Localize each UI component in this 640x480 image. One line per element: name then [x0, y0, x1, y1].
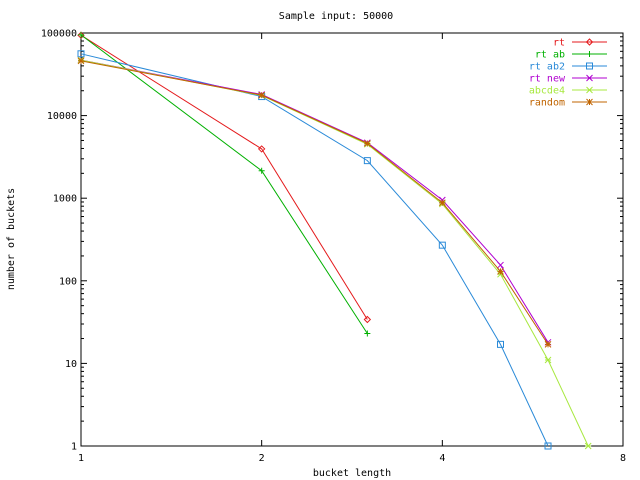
series-line — [80, 34, 368, 334]
legend-marker — [586, 98, 593, 106]
data-point — [77, 50, 85, 58]
data-point — [257, 145, 266, 153]
data-point — [77, 57, 85, 65]
x-tick-label: 2 — [259, 453, 265, 464]
data-point — [544, 341, 552, 348]
series-line — [80, 59, 589, 447]
series-line — [80, 34, 368, 320]
legend-marker — [585, 38, 594, 46]
legend-label: rt ab2 — [529, 62, 565, 73]
legend-marker — [586, 62, 593, 70]
y-tick-label: 1 — [71, 442, 77, 453]
data-point — [78, 31, 84, 38]
data-point — [584, 442, 592, 450]
data-point — [497, 268, 504, 275]
series-2 — [78, 31, 371, 337]
data-point — [496, 340, 504, 348]
y-axis-ticks: 1 10 100 1000 10000 100000 — [41, 29, 623, 453]
chart-title: Sample input: 50000 — [279, 11, 393, 22]
data-point — [77, 31, 85, 39]
data-point — [363, 315, 372, 324]
x-axis-label: bucket length — [313, 468, 391, 479]
series-line — [80, 60, 549, 345]
y-tick-label: 1000 — [53, 194, 77, 205]
data-point — [544, 442, 552, 450]
series-4 — [77, 56, 552, 346]
data-point — [438, 241, 446, 249]
series-5 — [77, 56, 592, 450]
y-tick-label: 100 — [59, 276, 77, 287]
data-point — [363, 157, 371, 165]
plot-frame — [80, 32, 624, 447]
series-layer — [77, 31, 592, 450]
y-tick-label: 100000 — [41, 29, 77, 40]
legend-label: rt ab — [535, 50, 565, 61]
data-point — [258, 167, 265, 174]
legend-marker — [586, 74, 593, 82]
series-line — [80, 53, 549, 447]
data-point — [258, 91, 266, 99]
data-point — [363, 140, 371, 147]
legend-marker — [586, 51, 593, 57]
series-line — [80, 59, 549, 343]
y-tick-label: 10 — [65, 359, 77, 370]
series-1 — [77, 31, 372, 324]
x-tick-label: 4 — [439, 453, 445, 464]
x-tick-label: 1 — [78, 453, 84, 464]
data-point — [438, 199, 446, 207]
data-point — [544, 356, 552, 364]
legend-marker — [586, 86, 593, 94]
x-tick-label: 8 — [620, 453, 626, 464]
legend-label: rt — [553, 38, 565, 49]
y-axis-label: number of buckets — [6, 188, 17, 290]
data-point — [364, 330, 371, 337]
data-point — [497, 261, 504, 269]
series-6 — [77, 57, 552, 348]
y-tick-label: 10000 — [47, 111, 77, 122]
legend-label: abcde4 — [529, 86, 565, 97]
legend-label: random — [529, 98, 565, 109]
x-axis-ticks: 1 2 4 8 — [78, 33, 626, 464]
legend-label: rt new — [529, 74, 566, 85]
